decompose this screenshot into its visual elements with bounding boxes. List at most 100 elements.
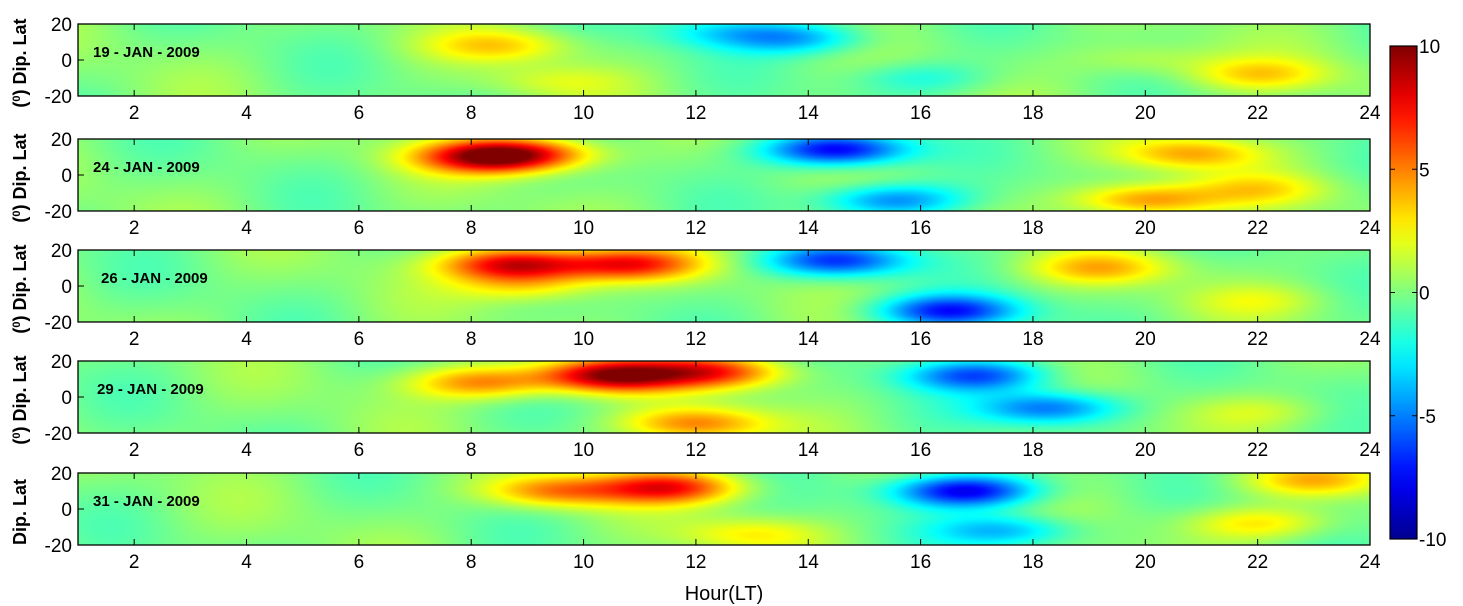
colorbar-tick-label: -5	[1419, 407, 1436, 428]
x-tick-label: 24	[1359, 218, 1381, 239]
x-tick-label: 18	[1022, 218, 1043, 239]
x-tick-label: 20	[1135, 552, 1156, 573]
x-tick-label: 22	[1247, 552, 1268, 573]
colorbar: 10 5 0 -5 -10	[1389, 37, 1446, 551]
x-axis-label: Hour(LT)	[685, 583, 764, 605]
x-tick-label: 16	[910, 218, 931, 239]
x-tick-label: 8	[466, 218, 477, 239]
y-tick-label: 0	[61, 51, 72, 72]
x-tick-label: 14	[798, 218, 820, 239]
x-tick-label: 8	[466, 552, 477, 573]
x-tick-label: 22	[1247, 440, 1268, 461]
y-tick-label: -20	[45, 313, 72, 334]
panel-date-label: 19 - JAN - 2009	[93, 44, 200, 61]
heatmap-image	[78, 473, 1370, 545]
x-tick-label: 8	[466, 103, 477, 124]
y-tick-label: -20	[45, 536, 72, 557]
x-tick-label: 12	[685, 103, 706, 124]
colorbar-tick-label: 10	[1419, 37, 1440, 58]
x-tick-label: 22	[1247, 218, 1268, 239]
x-tick-label: 20	[1135, 103, 1156, 124]
y-tick-label: 20	[51, 241, 72, 262]
x-tick-label: 4	[241, 440, 252, 461]
x-tick-label: 6	[354, 103, 365, 124]
x-tick-label: 2	[129, 440, 140, 461]
x-tick-label: 18	[1022, 103, 1043, 124]
heatmap-image	[78, 250, 1370, 322]
y-tick-label: 20	[51, 352, 72, 373]
x-tick-label: 2	[129, 103, 140, 124]
x-tick-label: 14	[798, 440, 820, 461]
x-tick-label: 4	[241, 218, 252, 239]
x-tick-label: 8	[466, 440, 477, 461]
x-tick-label: 4	[241, 329, 252, 350]
y-tick-label: -20	[45, 424, 72, 445]
x-tick-label: 6	[354, 218, 365, 239]
x-tick-label: 12	[685, 440, 706, 461]
x-tick-label: 16	[910, 440, 931, 461]
x-tick-label: 2	[129, 552, 140, 573]
x-tick-label: 12	[685, 552, 706, 573]
x-tick-label: 10	[573, 329, 594, 350]
heatmap-image	[78, 24, 1370, 96]
x-tick-label: 2	[129, 329, 140, 350]
y-tick-label: 20	[51, 15, 72, 36]
panel-date-label: 31 - JAN - 2009	[93, 493, 200, 510]
y-tick-label: 0	[61, 166, 72, 187]
y-axis-label: (0) Dip. Lat	[10, 133, 30, 222]
x-tick-label: 4	[241, 103, 252, 124]
y-tick-label: 0	[61, 500, 72, 521]
panel-date-label: 24 - JAN - 2009	[93, 159, 200, 176]
x-tick-label: 24	[1359, 103, 1381, 124]
x-tick-label: 6	[354, 440, 365, 461]
x-tick-label: 8	[466, 329, 477, 350]
x-tick-label: 4	[241, 552, 252, 573]
y-tick-label: 0	[61, 388, 72, 409]
x-tick-label: 20	[1135, 440, 1156, 461]
panel-date-label: 26 - JAN - 2009	[101, 270, 208, 287]
x-tick-label: 16	[910, 552, 931, 573]
x-tick-label: 20	[1135, 329, 1156, 350]
y-tick-label: -20	[45, 202, 72, 223]
y-tick-label: 20	[51, 464, 72, 485]
x-tick-label: 16	[910, 329, 931, 350]
x-tick-label: 6	[354, 552, 365, 573]
x-tick-label: 10	[573, 552, 594, 573]
x-tick-label: 18	[1022, 440, 1043, 461]
y-tick-label: 20	[51, 130, 72, 151]
colorbar-tick-label: 0	[1419, 284, 1430, 305]
y-tick-label: 0	[61, 277, 72, 298]
colorbar-tick-label: 5	[1419, 160, 1430, 181]
x-tick-label: 24	[1359, 552, 1381, 573]
y-axis-label: (0) Dip. Lat	[10, 244, 30, 333]
y-axis-label: (0) Dip. Lat	[10, 18, 30, 107]
y-tick-label: -20	[45, 87, 72, 108]
x-tick-label: 20	[1135, 218, 1156, 239]
x-tick-label: 2	[129, 218, 140, 239]
x-tick-label: 14	[798, 329, 820, 350]
x-tick-label: 22	[1247, 329, 1268, 350]
heatmap-image	[78, 139, 1370, 211]
heatmap-image	[78, 361, 1370, 433]
x-tick-label: 10	[573, 218, 594, 239]
x-tick-label: 16	[910, 103, 931, 124]
panel-date-label: 29 - JAN - 2009	[97, 381, 204, 398]
y-axis-label: Dip. Lat	[10, 479, 30, 545]
x-tick-label: 24	[1359, 329, 1381, 350]
x-tick-label: 14	[798, 103, 820, 124]
x-tick-label: 12	[685, 329, 706, 350]
x-tick-label: 14	[798, 552, 820, 573]
x-tick-label: 6	[354, 329, 365, 350]
colorbar-tick-label: -10	[1419, 530, 1446, 551]
x-tick-label: 18	[1022, 552, 1043, 573]
x-tick-label: 24	[1359, 440, 1381, 461]
x-tick-label: 18	[1022, 329, 1043, 350]
colorbar-ticks: 10 5 0 -5 -10	[1390, 37, 1446, 551]
x-tick-label: 12	[685, 218, 706, 239]
